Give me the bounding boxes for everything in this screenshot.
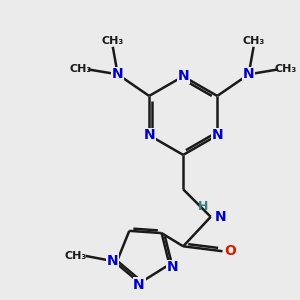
Text: N: N [133,278,145,292]
Text: N: N [112,67,124,81]
Text: CH₃: CH₃ [102,36,124,46]
Text: O: O [224,244,236,258]
Text: CH₃: CH₃ [242,36,265,46]
Text: N: N [177,69,189,83]
Text: N: N [212,128,223,142]
Text: CH₃: CH₃ [275,64,297,74]
Text: CH₃: CH₃ [65,251,87,261]
Text: N: N [143,128,155,142]
Text: N: N [106,254,118,268]
Text: H: H [198,200,208,214]
Text: N: N [214,210,226,224]
Text: N: N [243,67,254,81]
Text: CH₃: CH₃ [69,64,92,74]
Text: N: N [167,260,178,274]
